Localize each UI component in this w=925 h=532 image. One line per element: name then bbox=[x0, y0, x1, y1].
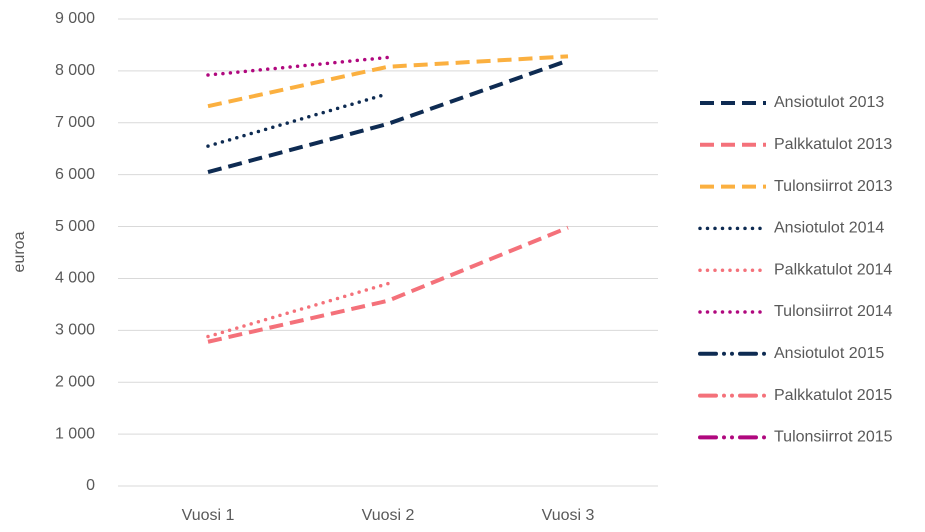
legend-label: Ansiotulot 2013 bbox=[774, 94, 884, 111]
legend-label: Palkkatulot 2015 bbox=[774, 387, 892, 404]
line bbox=[207, 54, 569, 109]
legend-label: Tulonsiirrot 2013 bbox=[774, 178, 893, 195]
legend-label: Ansiotulot 2014 bbox=[774, 220, 884, 237]
x-tick-label: Vuosi 3 bbox=[542, 507, 595, 524]
legend-label: Palkkatulot 2013 bbox=[774, 136, 892, 153]
line bbox=[207, 58, 569, 175]
legend-label: Palkkatulot 2014 bbox=[774, 261, 892, 278]
y-tick-label: 0 bbox=[86, 477, 95, 494]
y-tick-label: 8 000 bbox=[55, 62, 95, 79]
legend-label: Tulonsiirrot 2014 bbox=[774, 303, 893, 320]
y-tick-label: 1 000 bbox=[55, 425, 95, 442]
y-tick-label: 7 000 bbox=[55, 114, 95, 131]
y-tick-label: 9 000 bbox=[55, 10, 95, 27]
line bbox=[206, 281, 390, 339]
y-tick-label: 3 000 bbox=[55, 322, 95, 339]
x-tick-label: Vuosi 2 bbox=[362, 507, 415, 524]
y-axis-label: euroa bbox=[11, 231, 28, 272]
y-tick-label: 2 000 bbox=[55, 373, 95, 390]
x-tick-label: Vuosi 1 bbox=[182, 507, 235, 524]
y-tick-label: 4 000 bbox=[55, 270, 95, 287]
line bbox=[206, 91, 390, 148]
legend-label: Tulonsiirrot 2015 bbox=[774, 429, 893, 446]
line bbox=[206, 55, 390, 77]
y-tick-label: 5 000 bbox=[55, 218, 95, 235]
y-tick-label: 6 000 bbox=[55, 166, 95, 183]
legend-label: Ansiotulot 2015 bbox=[774, 345, 884, 362]
